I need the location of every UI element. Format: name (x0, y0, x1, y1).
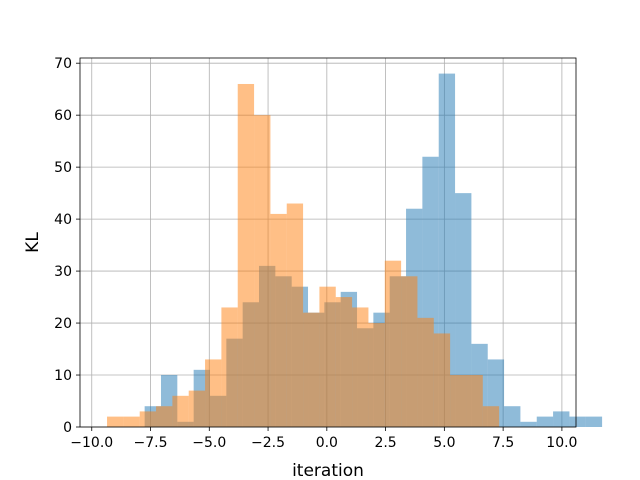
bars (107, 73, 603, 428)
histogram-bar (417, 317, 434, 427)
histogram-bar (286, 203, 304, 427)
histogram-bar (384, 260, 402, 427)
histogram-bar (520, 421, 537, 427)
x-tick-label: −10.0 (70, 435, 113, 451)
y-axis-label: KL (23, 232, 43, 253)
histogram-bar (270, 213, 287, 427)
x-tick-label: 5.0 (433, 435, 455, 451)
histogram-bar (237, 83, 255, 428)
histogram-bar (352, 307, 369, 427)
histogram-bar (450, 375, 467, 427)
histogram-bar (401, 276, 418, 427)
histogram-bar (368, 323, 385, 427)
y-tick-label: 30 (54, 264, 72, 280)
histogram-bar (205, 359, 222, 427)
histogram-bar (335, 297, 353, 427)
histogram-bar (433, 333, 451, 427)
y-tick-label: 70 (54, 56, 72, 72)
x-tick-label: 0.0 (316, 435, 338, 451)
histogram-bar (139, 411, 157, 427)
histogram-bar (156, 406, 173, 427)
x-tick-label: −2.5 (251, 435, 285, 451)
y-tick-label: 40 (54, 212, 72, 228)
histogram-bar (107, 416, 124, 427)
histogram-bar (221, 307, 238, 427)
y-tick-label: 50 (54, 160, 72, 176)
x-tick-label: −5.0 (192, 435, 226, 451)
y-tick-label: 0 (63, 420, 72, 436)
histogram-bar (455, 193, 472, 427)
histogram-bar (254, 115, 271, 428)
axes: −10.0 −7.5 −5.0 −2.5 0.0 2.5 5.0 7.5 10.0 0 10 20 30… (54, 56, 577, 451)
histogram-bar (303, 312, 320, 427)
x-tick-label: 2.5 (374, 435, 396, 451)
histogram-bar (585, 416, 603, 427)
histogram-bar (172, 395, 189, 427)
y-tick-label: 10 (54, 368, 72, 384)
x-tick-label: 7.5 (492, 435, 514, 451)
histogram-bar (466, 375, 483, 427)
histogram-bar (482, 406, 500, 427)
histogram-bar (553, 411, 570, 427)
histogram-bar (536, 416, 554, 427)
x-tick-label: −7.5 (134, 435, 168, 451)
x-tick-label: 10.0 (546, 435, 577, 451)
histogram-bar (188, 390, 206, 427)
histogram-bar (504, 406, 521, 427)
x-axis-label: iteration (292, 461, 364, 480)
histogram-series-2 (107, 83, 500, 428)
histogram-bar (319, 286, 336, 427)
histogram-bar (569, 416, 586, 427)
y-tick-label: 60 (54, 108, 72, 124)
y-tick-label: 20 (54, 316, 72, 332)
plot-frame (79, 57, 577, 428)
histogram-bar (123, 416, 140, 427)
